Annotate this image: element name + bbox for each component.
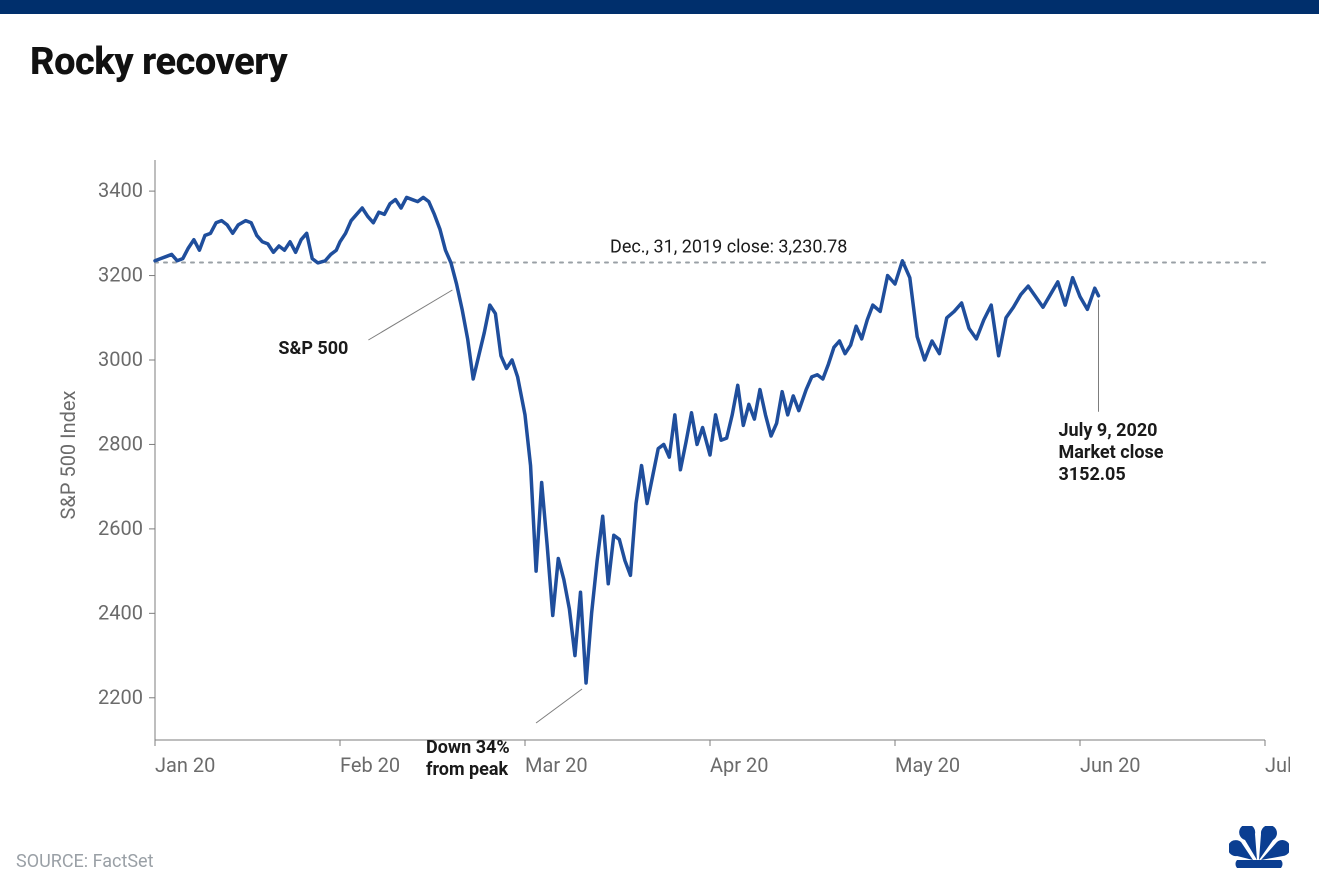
- x-tick-label: Feb 20: [340, 753, 400, 777]
- source-attribution: SOURCE: FactSet: [16, 851, 153, 872]
- chart-area: 2200 2400 2600 2800 3000 3200 3400 Jan 20 Feb 20…: [30, 120, 1290, 800]
- end-label: 3152.05: [1059, 464, 1126, 485]
- x-tick-label: Mar 20: [525, 753, 588, 777]
- peacock-icon: [1229, 826, 1289, 872]
- line-chart-svg: 2200 2400 2600 2800 3000 3200 3400 Jan 20 Feb 20…: [30, 120, 1290, 800]
- y-tick-label: 2800: [98, 431, 143, 455]
- end-label: July 9, 2020: [1059, 420, 1158, 441]
- x-tick-label: Apr 20: [710, 753, 769, 777]
- series-label: S&P 500: [278, 338, 348, 359]
- trough-label: Down 34%: [426, 737, 510, 758]
- x-tick-label: Jun 20: [1080, 753, 1141, 777]
- chart-title: Rocky recovery: [30, 40, 287, 84]
- y-tick-label: 2400: [98, 600, 143, 624]
- x-tick-label: Jan 20: [155, 753, 215, 777]
- y-tick-label: 3200: [98, 263, 143, 287]
- trough-leader: [536, 689, 582, 723]
- brand-topbar: [0, 0, 1319, 14]
- trough-label: from peak: [426, 759, 508, 780]
- x-tick-label: May 20: [895, 753, 960, 777]
- y-tick-label: 2600: [98, 516, 143, 540]
- y-tick-label: 2200: [98, 685, 143, 709]
- source-value: FactSet: [93, 851, 154, 872]
- baseline-label: Dec., 31, 2019 close: 3,230.78: [610, 237, 847, 258]
- series-line: [155, 197, 1099, 683]
- cnbc-logo: [1229, 826, 1289, 872]
- y-tick-label: 3400: [98, 178, 143, 202]
- chart-frame: Rocky recovery 2200 2400 2600 2800 3000 3200 3…: [0, 0, 1319, 892]
- end-label: Market close: [1059, 442, 1164, 463]
- source-label: SOURCE:: [16, 851, 88, 872]
- series-leader: [368, 290, 452, 340]
- x-tick-label: Jul 20: [1265, 753, 1290, 777]
- y-axis-label: S&P 500 Index: [56, 390, 80, 519]
- y-tick-label: 3000: [98, 347, 143, 371]
